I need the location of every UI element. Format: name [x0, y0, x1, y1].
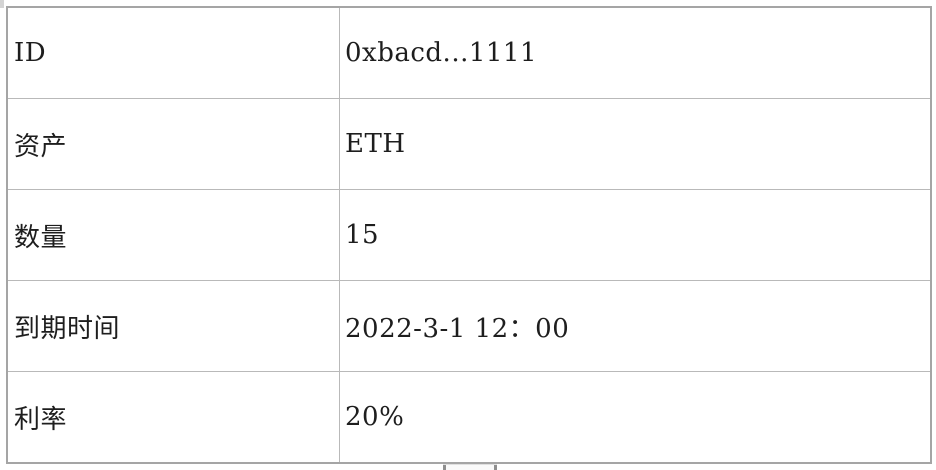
rate-value-text: 20% — [345, 402, 405, 432]
expiry-value-text: 2022-3-1 12：00 — [345, 313, 570, 344]
cell-expiry-value[interactable]: 2022-3-1 12：00 — [340, 281, 930, 371]
id-label-text: ID — [14, 38, 47, 68]
cell-rate-value[interactable]: 20% — [340, 372, 930, 462]
handle-left-cap — [443, 465, 446, 470]
expiry-label-text: 到期时间 — [14, 313, 121, 344]
table-row-id: ID 0xbacd...1111 — [8, 8, 930, 98]
asset-label-text: 资产 — [14, 131, 68, 162]
loan-info-table: ID 0xbacd...1111 资产 ETH 数量 15 到期时间 — [6, 6, 932, 464]
table-row-expiry: 到期时间 2022-3-1 12：00 — [8, 281, 930, 371]
asset-value-text: ETH — [345, 129, 406, 159]
handle-right-cap — [494, 465, 497, 470]
id-value-text: 0xbacd...1111 — [345, 38, 538, 68]
quantity-label-text: 数量 — [14, 222, 68, 253]
cell-id-label[interactable]: ID — [8, 8, 339, 98]
table-row-asset: 资产 ETH — [8, 99, 930, 189]
rate-label-text: 利率 — [14, 404, 68, 435]
corner-artifact — [0, 0, 4, 8]
cell-asset-label[interactable]: 资产 — [8, 99, 339, 189]
table-row-quantity: 数量 15 — [8, 190, 930, 280]
cell-rate-label[interactable]: 利率 — [8, 372, 339, 462]
table-resize-handle[interactable] — [443, 464, 497, 470]
quantity-value-text: 15 — [345, 220, 380, 250]
cell-asset-value[interactable]: ETH — [340, 99, 930, 189]
table-row-rate: 利率 20% — [8, 372, 930, 462]
cell-expiry-label[interactable]: 到期时间 — [8, 281, 339, 371]
cell-quantity-label[interactable]: 数量 — [8, 190, 339, 280]
cell-quantity-value[interactable]: 15 — [340, 190, 930, 280]
cell-id-value[interactable]: 0xbacd...1111 — [340, 8, 930, 98]
